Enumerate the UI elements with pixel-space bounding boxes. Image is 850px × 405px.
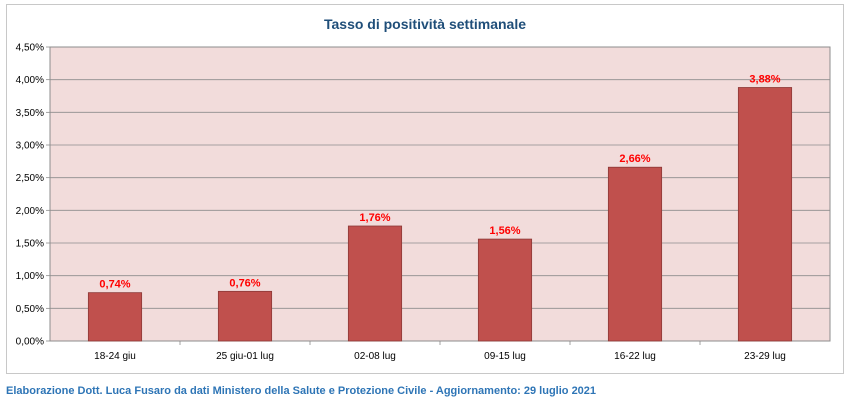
data-label: 3,88% xyxy=(749,74,780,86)
bar xyxy=(87,292,143,342)
bar xyxy=(477,238,533,342)
data-label: 2,66% xyxy=(619,153,650,165)
y-tick-label: 1,50% xyxy=(16,239,44,250)
y-tick-label: 0,00% xyxy=(16,337,44,348)
x-tick-label: 09-15 lug xyxy=(484,351,526,362)
x-tick-label: 02-08 lug xyxy=(354,351,396,362)
y-tick-label: 2,50% xyxy=(16,173,44,184)
data-label: 1,56% xyxy=(489,225,520,237)
y-tick-label: 3,50% xyxy=(16,108,44,119)
data-label: 0,74% xyxy=(99,279,130,291)
source-note: Elaborazione Dott. Luca Fusaro da dati M… xyxy=(6,385,597,397)
x-tick-label: 16-22 lug xyxy=(614,351,656,362)
x-tick-label: 23-29 lug xyxy=(744,351,786,362)
y-axis-ticks: 0,00% 0,50% 1,00% 1,50% 2,00% 2,50% 3,00% 3,50%… xyxy=(16,43,50,348)
y-tick-label: 4,50% xyxy=(16,43,44,54)
x-tick-label: 25 giu-01 lug xyxy=(216,351,274,362)
y-tick-label: 0,50% xyxy=(16,304,44,315)
bar xyxy=(607,166,663,342)
bar xyxy=(217,290,273,342)
y-tick-label: 1,00% xyxy=(16,271,44,282)
gridlines xyxy=(50,79,830,309)
y-tick-label: 4,00% xyxy=(16,75,44,86)
x-tick-label: 18-24 giu xyxy=(94,351,136,362)
chart-title: Tasso di positività settimanale xyxy=(324,16,526,32)
data-label: 0,76% xyxy=(229,277,260,289)
plot-area xyxy=(49,46,831,342)
x-axis-ticks: 18-24 giu 25 giu-01 lug 02-08 lug 09-15 lug… xyxy=(94,341,786,362)
y-tick-label: 2,00% xyxy=(16,206,44,217)
data-label: 1,76% xyxy=(359,212,390,224)
data-labels: 0,74% 0,76% 1,76% 1,56% 2,66% 3,88% xyxy=(99,74,780,291)
bars xyxy=(87,87,793,342)
bar xyxy=(737,87,793,342)
chart-frame: Tasso di positività settimanale 0,00% 0,5… xyxy=(6,4,844,374)
bar xyxy=(347,225,403,342)
y-tick-label: 3,00% xyxy=(16,141,44,152)
bar-chart: Tasso di positività settimanale 0,00% 0,5… xyxy=(16,16,831,362)
